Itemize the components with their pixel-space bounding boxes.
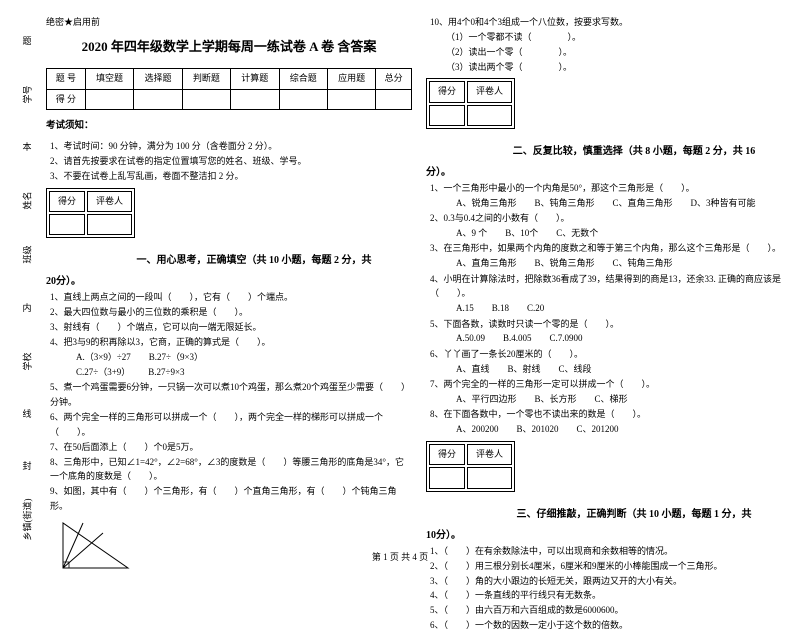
score-table: 题 号填空题选择题判断题计算题综合题应用题总分 得 分	[46, 68, 412, 110]
sub-item: （1）一个零都不读（ ）。	[426, 30, 792, 45]
section-1-title: 一、用心思考，正确填空（共 10 小题，每题 2 分，共	[96, 252, 412, 269]
question: 1、直线上两点之间的一段叫（ ），它有（ ）个端点。	[46, 290, 412, 305]
question: 4、（ ）一条直线的平行线只有无数条。	[426, 588, 792, 603]
question: 8、三角形中，已知∠1=42°，∠2=68°，∠3的度数是（ ）等腰三角形的底角…	[46, 455, 412, 485]
question: 3、射线有（ ）个端点，它可以向一端无限延长。	[46, 320, 412, 335]
question: 7、两个完全的一样的三角形一定可以拼成一个（ ）。	[426, 377, 792, 392]
notice-item: 2、请首先按要求在试卷的指定位置填写您的姓名、班级、学号。	[46, 154, 412, 169]
options: A.（3×9）÷27B.27÷（9×3）	[46, 350, 412, 365]
question: 9、如图，其中有（ ）个三角形，有（ ）个直角三角形，有（ ）个钝角三角形。	[46, 484, 412, 514]
question: 10、用4个0和4个3组成一个八位数，按要求写数。	[426, 15, 792, 30]
binding-label: 学校	[20, 352, 33, 370]
section-2-points: 分）。	[426, 164, 792, 181]
notice-title: 考试须知：	[46, 121, 94, 131]
options: A、锐角三角形B、钝角三角形C、直角三角形D、3种皆有可能	[426, 196, 792, 211]
section-2-title: 二、反复比较，慎重选择（共 8 小题，每题 2 分，共 16	[476, 143, 792, 160]
question: 6、两个完全一样的三角形可以拼成一个（ ），两个完全一样的梯形可以拼成一个（ ）…	[46, 410, 412, 440]
options: C.27÷（3+9）B.27÷9×3	[46, 365, 412, 380]
options: A、直角三角形B、锐角三角形C、钝角三角形	[426, 256, 792, 271]
right-column: 10、用4个0和4个3组成一个八位数，按要求写数。 （1）一个零都不读（ ）。 …	[426, 15, 792, 547]
question: 5、下面各数，读数时只读一个零的是（ ）。	[426, 317, 792, 332]
exam-title: 2020 年四年级数学上学期每周一练试卷 A 卷 含答案	[46, 36, 412, 58]
question: 3、在三角形中，如果两个内角的度数之和等于第三个内角，那么这个三角形是（ ）。	[426, 241, 792, 256]
question: 3、（ ）角的大小跟边的长短无关，跟两边又开的大小有关。	[426, 574, 792, 589]
section-3-points: 10分）。	[426, 527, 792, 544]
question: 7、在50后面添上（ ）个0是5万。	[46, 440, 412, 455]
question: 1、一个三角形中最小的一个内角是50°，那这个三角形是（ ）。	[426, 181, 792, 196]
seal-char: 题	[21, 36, 34, 47]
question: 2、0.3与0.4之间的小数有（ ）。	[426, 211, 792, 226]
options: A、200200B、201020C、201200	[426, 422, 792, 437]
notice-item: 1、考试时间：90 分钟，满分为 100 分（含卷面分 2 分）。	[46, 139, 412, 154]
question: 5、（ ）由六百万和六百组成的数是6000600。	[426, 603, 792, 618]
question: 6、丫丫画了一条长20厘米的（ ）。	[426, 347, 792, 362]
question: 6、（ ）一个数的因数一定小于这个数的倍数。	[426, 618, 792, 633]
question: 4、把3与9的积再除以3，它商，正确的算式是（ ）。	[46, 335, 412, 350]
scorer-box: 得分评卷人	[426, 441, 515, 492]
binding-margin: 题 学号 本 姓名 班级 内 学校 线 封 乡镇(街道)	[8, 15, 46, 547]
sub-item: （3）读出两个零（ ）。	[426, 60, 792, 75]
seal-char: 内	[21, 303, 34, 314]
binding-label: 乡镇(街道)	[21, 499, 34, 541]
options: A、平行四边形B、长方形C、梯形	[426, 392, 792, 407]
page-footer: 第 1 页 共 4 页	[0, 550, 800, 563]
secret-label: 绝密★启用前	[46, 15, 412, 30]
options: A、9 个B、10个C、无数个	[426, 226, 792, 241]
seal-char: 线	[21, 409, 34, 420]
seal-char: 封	[21, 461, 34, 472]
binding-label: 学号	[20, 85, 33, 103]
seal-char: 本	[21, 142, 34, 153]
sub-item: （2）读出一个零（ ）。	[426, 45, 792, 60]
section-3-title: 三、仔细推敲，正确判断（共 10 小题，每题 1 分，共	[476, 506, 792, 523]
options: A、直线B、射线C、线段	[426, 362, 792, 377]
binding-label: 班级	[20, 246, 33, 264]
left-column: 绝密★启用前 2020 年四年级数学上学期每周一练试卷 A 卷 含答案 题 号填…	[46, 15, 412, 547]
scorer-box: 得分评卷人	[426, 78, 515, 129]
question: 8、在下面各数中，一个零也不读出来的数是（ ）。	[426, 407, 792, 422]
options: A.50.09B.4.005C.7.0900	[426, 331, 792, 346]
notice-item: 3、不要在试卷上乱写乱画，卷面不整洁扣 2 分。	[46, 169, 412, 184]
scorer-box: 得分评卷人	[46, 188, 135, 239]
options: A.15B.18C.20	[426, 301, 792, 316]
section-1-points: 20分）。	[46, 273, 412, 290]
question: 5、煮一个鸡蛋需要6分钟，一只锅一次可以煮10个鸡蛋，那么煮20个鸡蛋至少需要（…	[46, 380, 412, 410]
question: 4、小明在计算除法时，把除数36看成了39，结果得到的商是13，还余33. 正确…	[426, 272, 792, 302]
binding-label: 姓名	[20, 192, 33, 210]
question: 2、最大四位数与最小的三位数的乘积是（ ）。	[46, 305, 412, 320]
